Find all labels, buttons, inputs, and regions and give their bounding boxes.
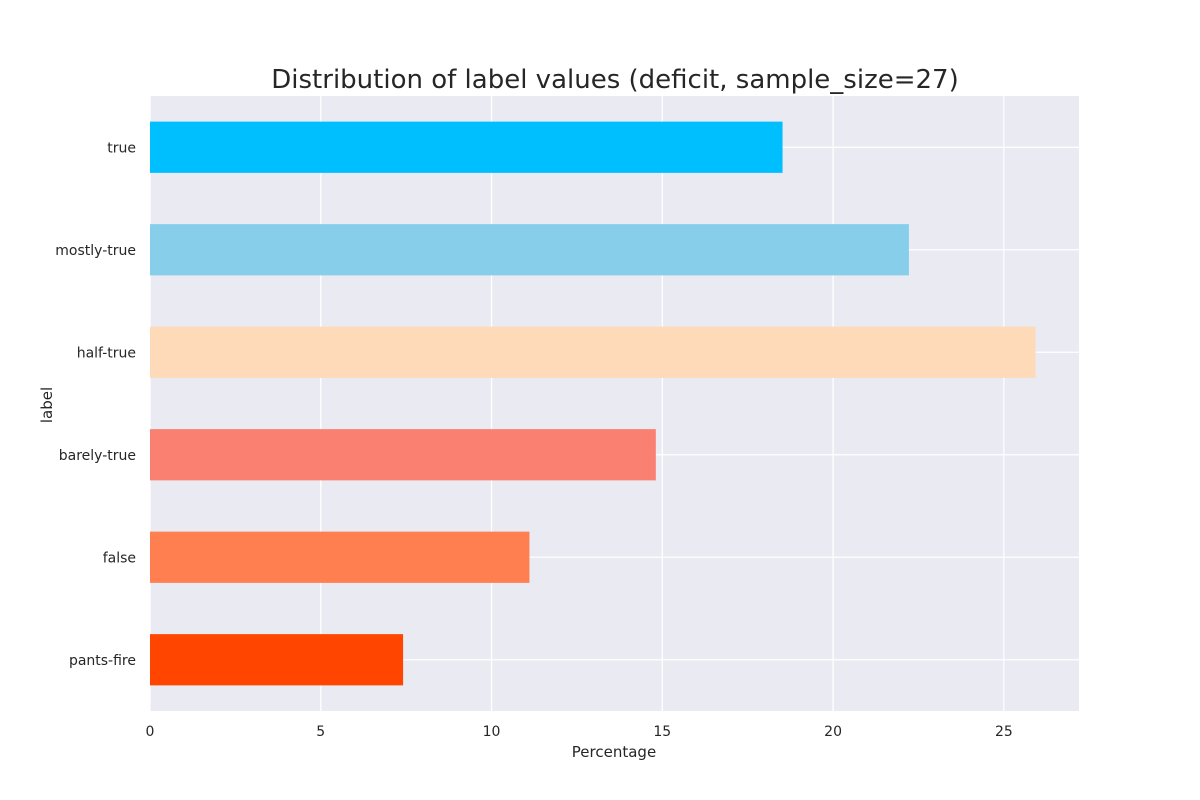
bar-true (150, 121, 783, 173)
y-tick-label: pants-fire (69, 653, 136, 669)
y-axis-label: label (38, 387, 56, 423)
x-tick-label: 5 (316, 724, 325, 740)
chart-title: Distribution of label values (deficit, s… (271, 65, 958, 95)
x-axis-ticks: 0 5 10 15 20 25 (146, 724, 1013, 740)
x-tick-label: 25 (995, 724, 1013, 740)
bars (150, 121, 1036, 686)
plot-area (150, 96, 1079, 711)
y-tick-label: true (107, 140, 136, 156)
x-tick-label: 15 (653, 724, 671, 740)
y-tick-label: barely-true (59, 448, 136, 464)
bar-mostly-true (150, 224, 909, 276)
bar-half-true (150, 326, 1036, 378)
bar-barely-true (150, 429, 656, 481)
y-tick-label: mostly-true (55, 243, 136, 259)
x-tick-label: 20 (824, 724, 842, 740)
y-tick-label: half-true (77, 345, 136, 361)
x-tick-label: 10 (483, 724, 501, 740)
x-axis-label: Percentage (572, 743, 656, 761)
x-tick-label: 0 (146, 724, 155, 740)
bar-false (150, 531, 530, 583)
y-axis-ticks: true mostly-true half-true barely-true false… (55, 140, 136, 669)
y-tick-label: false (103, 550, 136, 566)
bar-pants-fire (150, 634, 404, 686)
